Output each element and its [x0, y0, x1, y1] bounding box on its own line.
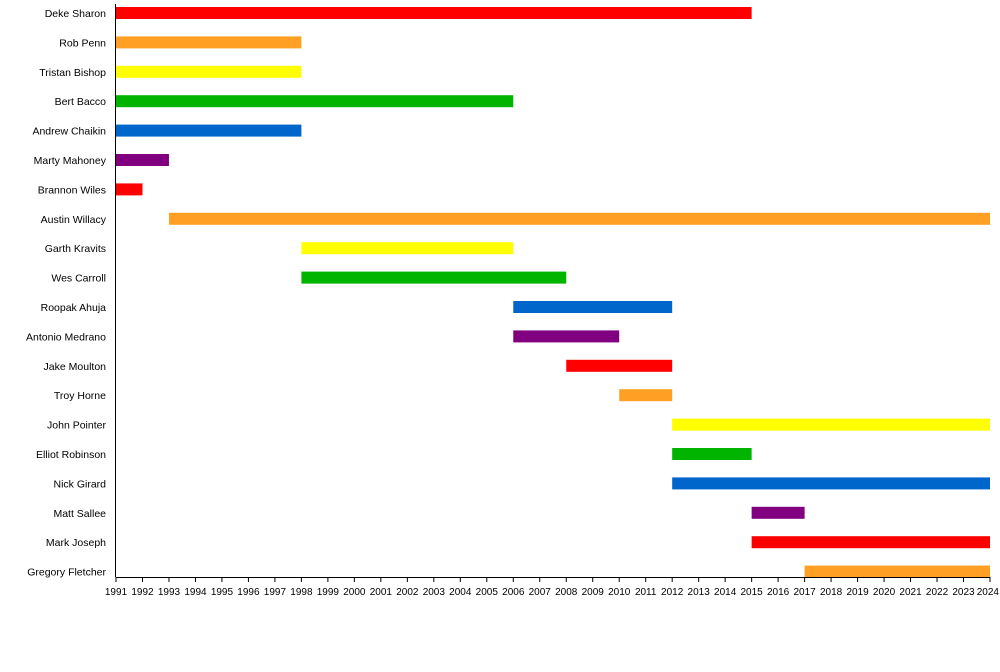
timeline-bar	[116, 7, 752, 19]
x-tick-label: 2018	[820, 587, 843, 598]
x-tick-label: 1994	[184, 587, 207, 598]
x-tick-label: 2013	[688, 587, 711, 598]
x-tick-label: 2023	[952, 587, 975, 598]
x-tick-label: 2012	[661, 587, 684, 598]
x-tick-label: 2004	[449, 587, 472, 598]
x-tick-label: 2000	[343, 587, 366, 598]
x-tick-label: 1998	[290, 587, 313, 598]
name-labels-group: Deke Sharon Rob Penn Tristan Bishop Bert Ba…	[26, 8, 107, 579]
member-name-label: Jake Moulton	[44, 361, 107, 373]
member-name-label: Gregory Fletcher	[27, 567, 106, 579]
timeline-bar	[672, 418, 990, 431]
x-tick-label: 2011	[635, 587, 657, 598]
timeline-bar	[116, 95, 514, 108]
x-tick-label: 2015	[741, 587, 764, 598]
x-tick-label: 2002	[396, 587, 419, 598]
x-ticks-group: 1991 1992 1993 1994 1995 1996 1997 1998 1999 2000…	[105, 577, 1000, 598]
member-name-label: Austin Willacy	[41, 214, 107, 226]
timeline-bar	[116, 36, 302, 49]
x-tick-label: 2006	[502, 587, 525, 598]
member-name-label: Roopak Ahuja	[41, 302, 107, 314]
bars-group	[116, 7, 990, 578]
x-tick-label: 1992	[131, 587, 154, 598]
x-tick-label: 1997	[264, 587, 287, 598]
member-name-label: Bert Bacco	[55, 96, 107, 108]
x-tick-label: 2024	[977, 587, 1000, 598]
member-name-label: Tristan Bishop	[39, 67, 106, 79]
x-tick-label: 2001	[370, 587, 393, 598]
member-name-label: Garth Kravits	[45, 243, 106, 255]
x-tick-label: 1993	[158, 587, 181, 598]
timeline-bar	[301, 242, 514, 255]
timeline-bar	[566, 359, 673, 372]
x-tick-label: 2014	[714, 587, 737, 598]
x-tick-label: 2019	[846, 587, 869, 598]
timeline-bar	[804, 565, 990, 578]
member-name-label: Brannon Wiles	[38, 184, 106, 196]
member-name-label: Andrew Chaikin	[32, 126, 106, 138]
x-tick-label: 1995	[211, 587, 234, 598]
x-tick-label: 2008	[555, 587, 578, 598]
member-name-label: John Pointer	[47, 420, 106, 432]
x-tick-label: 2003	[423, 587, 446, 598]
timeline-bar	[116, 154, 169, 166]
member-name-label: Wes Carroll	[51, 273, 106, 285]
x-tick-label: 1991	[105, 587, 128, 598]
x-tick-label: 2007	[529, 587, 552, 598]
timeline-bar	[513, 330, 620, 343]
timeline-bar	[751, 536, 990, 549]
member-name-label: Rob Penn	[59, 37, 106, 49]
timeline-bar	[116, 183, 143, 196]
timeline-bar	[116, 124, 302, 137]
x-tick-label: 1996	[237, 587, 260, 598]
x-tick-label: 2017	[793, 587, 816, 598]
timeline-bar	[116, 65, 302, 78]
x-tick-label: 2009	[582, 587, 605, 598]
x-tick-label: 2022	[926, 587, 949, 598]
timeline-bar	[619, 389, 673, 402]
timeline-bar	[168, 212, 990, 225]
timeline-bar	[672, 477, 990, 490]
member-name-label: Matt Sallee	[53, 508, 106, 520]
member-name-label: Mark Joseph	[46, 537, 106, 549]
timeline-bar	[751, 506, 805, 519]
member-name-label: Troy Horne	[54, 390, 106, 402]
timeline-bar	[672, 448, 752, 460]
member-name-label: Nick Girard	[53, 478, 106, 490]
x-tick-label: 2020	[873, 587, 896, 598]
x-tick-label: 1999	[317, 587, 340, 598]
member-name-label: Deke Sharon	[45, 8, 106, 20]
x-tick-label: 2005	[476, 587, 499, 598]
x-tick-label: 2021	[899, 587, 922, 598]
member-name-label: Elliot Robinson	[36, 449, 106, 461]
x-tick-label: 2010	[608, 587, 631, 598]
member-name-label: Antonio Medrano	[26, 331, 106, 343]
x-tick-label: 2016	[767, 587, 790, 598]
timeline-bar	[513, 301, 673, 313]
member-name-label: Marty Mahoney	[34, 155, 107, 167]
timeline-bar	[301, 271, 567, 284]
